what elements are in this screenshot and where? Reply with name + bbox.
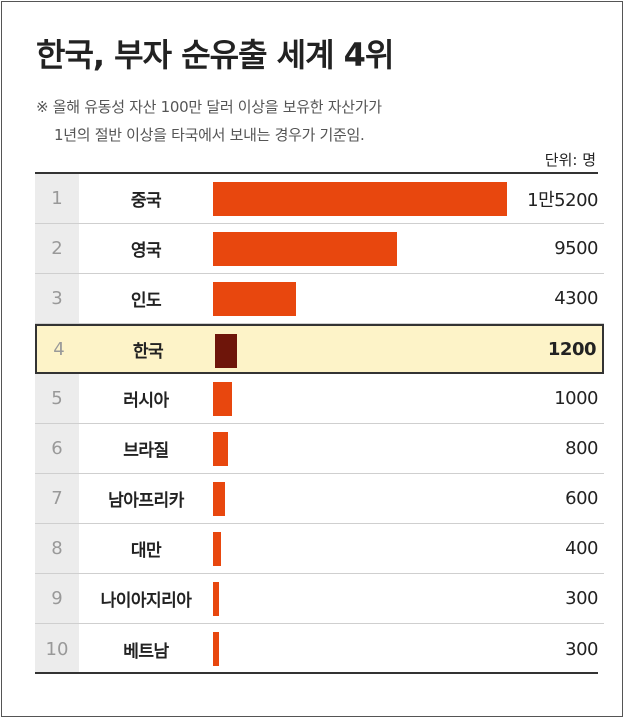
rank-label: 9 (35, 574, 79, 623)
category-label: 대만 (130, 541, 162, 561)
bar (213, 582, 219, 616)
rank-label: 6 (35, 424, 79, 473)
table-row: 7 남아프리카 600 (35, 474, 604, 524)
bar (213, 482, 225, 516)
table-top-rule (35, 172, 598, 174)
table-row: 8 대만 400 (35, 524, 604, 574)
bar (213, 632, 219, 666)
value-label: 600 (565, 488, 598, 509)
category-label: 인도 (130, 291, 162, 311)
bar (215, 334, 237, 368)
category-label: 영국 (130, 241, 162, 261)
category-label: 남아프리카 (108, 491, 184, 511)
table-row: 9 나이아지리아 300 (35, 574, 604, 624)
category-label: 러시아 (123, 391, 169, 411)
value-label: 1200 (547, 338, 597, 360)
value-label: 400 (565, 538, 598, 559)
bar (213, 232, 397, 266)
category-label: 나이아지리아 (100, 591, 192, 611)
rank-label: 5 (35, 374, 79, 423)
value-label: 1만5200 (527, 189, 598, 211)
rank-label: 3 (35, 274, 79, 323)
category-label: 베트남 (123, 641, 169, 662)
table-row: 2 영국 9500 (35, 224, 604, 274)
bar (213, 432, 228, 466)
value-label: 800 (565, 438, 598, 459)
value-label: 300 (565, 588, 598, 609)
table-row: 4 한국 1200 (35, 324, 604, 374)
table-row: 6 브라질 800 (35, 424, 604, 474)
value-label: 300 (565, 638, 598, 660)
chart-title: 한국, 부자 순유출 세계 4위 (36, 36, 394, 74)
category-label: 브라질 (123, 441, 169, 461)
table-bottom-rule (35, 672, 598, 674)
rank-label: 8 (35, 524, 79, 573)
bar (213, 182, 507, 216)
value-label: 9500 (554, 238, 598, 259)
footnote-line-1: ※ 올해 유동성 자산 100만 달러 이상을 보유한 자산가가 (36, 98, 382, 116)
unit-label: 단위: 명 (544, 151, 596, 169)
bar (213, 282, 296, 316)
rank-label: 7 (35, 474, 79, 523)
category-label: 중국 (130, 191, 162, 211)
table-row: 3 인도 4300 (35, 274, 604, 324)
table-row: 1 중국 1만5200 (35, 174, 604, 224)
bar (213, 532, 221, 566)
footnote-line-2: 1년의 절반 이상을 타국에서 보내는 경우가 기준임. (54, 126, 365, 144)
value-label: 4300 (554, 288, 598, 309)
table-row: 5 러시아 1000 (35, 374, 604, 424)
rank-label: 4 (53, 338, 65, 360)
bar (213, 382, 232, 416)
rank-label: 10 (35, 624, 79, 674)
value-label: 1000 (554, 388, 598, 409)
table-row: 10 베트남 300 (35, 624, 604, 674)
rank-label: 2 (35, 224, 79, 273)
bar-table: 1 중국 1만5200 2 영국 9500 3 인도 4300 4 한국 1200 5 러시아 1000 6 브… (35, 174, 604, 674)
rank-label: 1 (35, 174, 79, 223)
category-label: 한국 (132, 341, 164, 362)
